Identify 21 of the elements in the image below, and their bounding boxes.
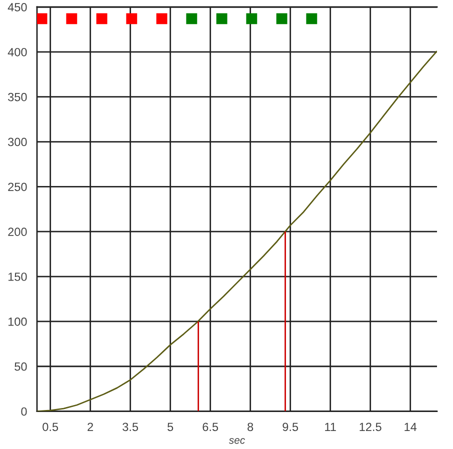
y-tick-label: 450 bbox=[8, 3, 27, 12]
x-tick-label: 9.5 bbox=[282, 422, 298, 432]
y-tick-label: 100 bbox=[8, 317, 27, 326]
x-tick-label: 14 bbox=[404, 422, 417, 431]
y-tick-label: 0 bbox=[21, 407, 27, 416]
x-tick-label: 5 bbox=[168, 422, 174, 432]
x-tick-label: 8 bbox=[248, 422, 254, 432]
x-tick-label: 3.5 bbox=[122, 422, 138, 432]
x-axis-title: sec bbox=[228, 438, 245, 444]
x-tick-label: 12.5 bbox=[360, 422, 382, 432]
y-tick-label: 250 bbox=[8, 182, 27, 192]
y-tick-label: 200 bbox=[8, 228, 27, 236]
x-tick-label: 11 bbox=[325, 422, 336, 431]
y-tick-label: 400 bbox=[8, 48, 27, 56]
y-tick-label: 50 bbox=[14, 362, 27, 371]
y-tick-label: 300 bbox=[8, 138, 27, 146]
y-tick-label: 350 bbox=[8, 92, 27, 102]
x-tick-label: 0.5 bbox=[42, 422, 58, 432]
x-tick-label: 6.5 bbox=[202, 422, 218, 432]
x-tick-label: 2 bbox=[88, 422, 94, 431]
y-tick-label: 150 bbox=[8, 272, 27, 281]
